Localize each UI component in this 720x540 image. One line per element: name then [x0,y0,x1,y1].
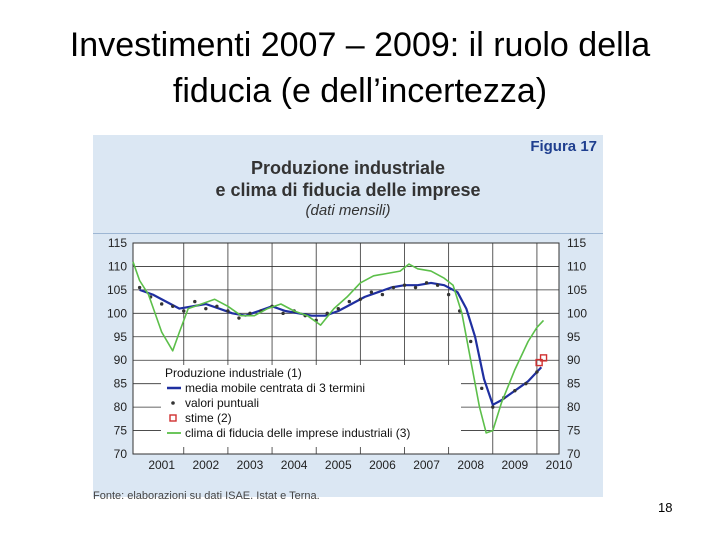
data-point [248,311,252,316]
data-point [380,292,385,297]
figure-header: Produzione industriale e clima di fiduci… [93,157,603,234]
figure-panel: Figura 17 Produzione industriale e clima… [93,135,603,497]
y-tick-label-left: 70 [114,447,128,461]
data-point [215,304,219,308]
series-3 [132,261,545,434]
data-point [424,281,429,285]
data-point [402,283,407,287]
data-point [171,304,175,308]
series-2 [535,354,548,367]
data-point [491,405,495,409]
data-point [325,311,329,316]
data-point [435,283,440,287]
data-point [524,381,528,386]
legend-box [161,365,461,447]
x-tick-label: 2007 [413,458,440,472]
data-point [446,292,451,297]
legend-entry: valori puntuali [185,396,259,410]
y-tick-label-right: 85 [567,377,581,391]
data-point [193,299,197,304]
y-tick-label-left: 75 [114,424,128,438]
data-point [391,285,396,290]
business-confidence-line [132,261,545,434]
y-tick-label-left: 100 [107,306,127,320]
data-point [413,285,418,290]
y-tick-label-left: 80 [114,400,128,414]
data-point [226,309,230,313]
y-tick-label-right: 70 [567,447,581,461]
x-tick-label: 2006 [369,458,396,472]
data-point [204,306,208,311]
legend-entry: clima di fiducia delle imprese industria… [185,426,410,440]
data-point [281,311,285,316]
x-tick-label: 2005 [325,458,352,472]
y-tick-label-right: 80 [567,400,581,414]
data-point [347,299,352,304]
x-tick-label: 2001 [148,458,175,472]
figure-source-note: Fonte: elaborazioni su dati ISAE, Istat … [93,491,320,499]
legend-swatch-points [171,401,175,405]
y-tick-label-right: 110 [567,259,586,273]
slide-title: Investimenti 2007 – 2009: il ruolo della… [20,22,700,114]
estimate-marker [539,354,548,362]
x-tick-label: 2003 [237,458,264,472]
data-point [513,389,517,393]
y-tick-label-left: 110 [108,259,127,273]
y-tick-label-left: 115 [108,236,127,250]
y-tick-label-right: 105 [567,283,587,297]
x-tick-label: 2002 [192,458,219,472]
line-chart: 115 115 110 110 105 105 100 100 95 95 90 90 85 85 80 80… [107,236,587,472]
page-number: 18 [658,500,673,515]
data-point [535,370,539,374]
y-tick-label-right: 75 [567,424,581,438]
y-tick-label-left: 85 [114,377,128,391]
x-tick-label: 2009 [502,458,529,472]
legend-entry: stime (2) [185,411,232,425]
data-point [480,386,484,391]
legend-title: Produzione industriale (1) [165,366,302,380]
y-tick-label-right: 90 [567,353,581,367]
x-tick-label: 2008 [457,458,484,472]
data-point [137,285,142,290]
data-point [182,309,186,313]
chart-title-line-2: e clima di fiducia delle imprese [215,180,481,200]
production-moving-average-line [139,281,543,406]
data-point [358,297,363,301]
slide-title-line-1: Investimenti 2007 – 2009: il ruolo della [69,26,651,64]
x-tick-label: 2004 [281,458,308,472]
series-0 [139,281,543,406]
chart-title-line-1: Produzione industriale [250,158,446,178]
data-point [336,306,340,311]
data-point [159,302,164,306]
data-point [369,290,374,294]
data-point [237,316,241,320]
y-tick-label-right: 100 [567,306,587,320]
y-tick-label-right: 115 [567,236,586,250]
chart-subtitle: (dati mensili) [305,202,391,219]
figure-label: Figura 17 [530,138,597,155]
y-tick-label-left: 105 [107,283,127,297]
x-tick-label: 2010 [546,458,573,472]
estimate-marker [535,358,543,367]
legend-swatch-estimates [169,414,177,422]
y-tick-label-left: 90 [114,353,128,367]
data-point [469,339,473,344]
y-tick-label-right: 95 [567,330,581,344]
legend-entry: media mobile centrata di 3 termini [185,381,365,395]
slide-title-line-2: fiducia (e dell’incertezza) [172,72,548,110]
y-tick-label-left: 95 [114,330,128,344]
